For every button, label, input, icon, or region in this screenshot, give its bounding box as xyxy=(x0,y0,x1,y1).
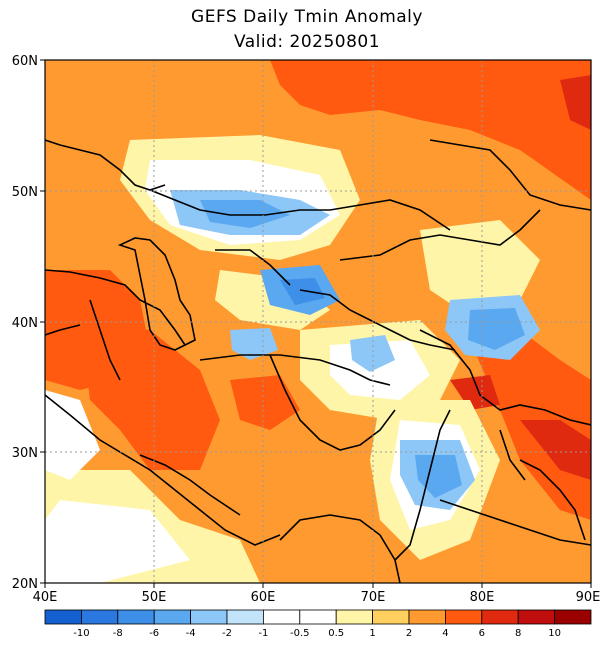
colorbar-swatch xyxy=(262,609,301,625)
colorbar-swatch xyxy=(481,609,519,625)
lon-label-70e: 70E xyxy=(361,590,386,605)
anomaly-field xyxy=(45,60,591,583)
colorbar-label: -1 xyxy=(258,628,268,639)
lon-label-50e: 50E xyxy=(142,590,167,605)
colorbar-label: -10 xyxy=(73,628,89,639)
colorbar-label: 0.5 xyxy=(328,628,344,639)
colorbar-swatch xyxy=(408,609,446,625)
gridlines xyxy=(45,60,591,583)
map-subtitle: Valid: 20250801 xyxy=(233,32,381,52)
colorbar-swatch xyxy=(81,609,119,625)
colorbar-swatch xyxy=(44,609,82,625)
colorbar: -10 -8 -6 -4 -2 -1 -0.5 0.5 1 2 4 6 8 10 xyxy=(44,609,592,639)
colorbar-swatch xyxy=(153,609,191,625)
lon-label-80e: 80E xyxy=(470,590,495,605)
lat-label-30n: 30N xyxy=(12,446,38,461)
colorbar-swatch xyxy=(444,609,483,625)
colorbar-swatch xyxy=(226,609,264,625)
colorbar-swatch xyxy=(190,609,228,625)
colorbar-label: 6 xyxy=(479,628,485,639)
colorbar-label: 4 xyxy=(442,628,448,639)
lon-label-90e: 90E xyxy=(576,590,601,605)
map-title: GEFS Daily Tmin Anomaly xyxy=(191,7,423,27)
colorbar-swatch xyxy=(517,609,556,625)
colorbar-swatch xyxy=(554,609,592,625)
colorbar-label: -8 xyxy=(113,628,123,639)
colorbar-label: -0.5 xyxy=(290,628,310,639)
colorbar-label: -2 xyxy=(222,628,232,639)
colorbar-label: 10 xyxy=(548,628,561,639)
colorbar-swatch xyxy=(117,609,155,625)
colorbar-label: 2 xyxy=(406,628,412,639)
lon-label-40e: 40E xyxy=(33,590,58,605)
colorbar-label: -4 xyxy=(186,628,196,639)
colorbar-swatch xyxy=(299,609,337,625)
colorbar-swatch xyxy=(335,609,374,625)
colorbar-swatch xyxy=(372,609,410,625)
lon-label-60e: 60E xyxy=(251,590,276,605)
lat-label-50n: 50N xyxy=(12,185,38,200)
axis-ticks xyxy=(40,59,592,588)
lat-label-20n: 20N xyxy=(12,577,38,592)
lat-label-40n: 40N xyxy=(12,316,38,331)
colorbar-label: -6 xyxy=(149,628,159,639)
coastlines-borders xyxy=(45,139,591,583)
colorbar-label: 1 xyxy=(369,628,375,639)
lat-label-60n: 60N xyxy=(12,54,38,69)
colorbar-label: 8 xyxy=(515,628,521,639)
